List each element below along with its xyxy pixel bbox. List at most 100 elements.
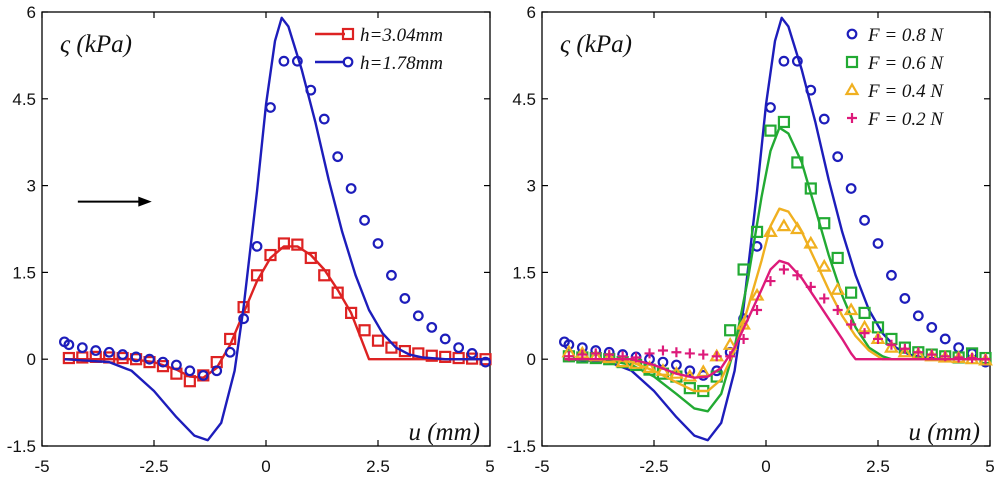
left-y-tick-label: -1.5	[7, 437, 36, 456]
right-data-point	[899, 343, 910, 354]
left-data-point	[76, 342, 88, 354]
right-data-point	[830, 282, 846, 295]
left-data-point	[332, 151, 344, 163]
right-y-tick-label: 3	[527, 177, 536, 196]
right-data-point	[725, 351, 736, 362]
right-data-point	[846, 319, 857, 330]
left-data-point	[224, 346, 236, 358]
right-data-point	[926, 321, 938, 333]
right-data-point	[778, 55, 790, 67]
arrow-annotation-head	[138, 196, 152, 207]
right-legend: F = 0.8 N F = 0.6 N F = 0.4 N F = 0.2 N	[844, 25, 944, 130]
right-x-tick-label: 0	[761, 457, 770, 476]
left-data-point	[183, 375, 196, 388]
right-data-point	[750, 225, 764, 238]
right-y-tick-label: -1.5	[507, 437, 536, 456]
left-data-point	[264, 248, 277, 262]
left-data-point	[238, 313, 250, 325]
right-data-point	[940, 351, 951, 362]
right-data-point	[953, 352, 964, 363]
left-legend-label: h=3.04mm	[360, 25, 443, 46]
left-data-point	[116, 351, 129, 365]
right-data-point	[777, 115, 791, 129]
right-data-point	[886, 339, 897, 350]
left-data-point	[304, 251, 317, 265]
right-y-tick-label: 1.5	[512, 263, 536, 282]
right-data-point	[698, 349, 709, 360]
right-data-point	[831, 251, 844, 265]
left-data-point	[345, 306, 358, 320]
right-model-curve	[564, 207, 990, 393]
left-data-point	[480, 356, 491, 368]
left-model-curve	[64, 16, 490, 442]
right-data-point	[858, 306, 871, 320]
right-data-point	[615, 354, 631, 368]
right-data-point	[859, 328, 870, 339]
right-data-point	[738, 333, 749, 344]
right-data-point	[845, 183, 857, 194]
left-y-tick-label: 6	[27, 3, 36, 22]
left-data-point	[466, 348, 478, 359]
left-x-tick-label: -5	[34, 457, 49, 476]
right-x-tick-label: -2.5	[639, 457, 668, 476]
left-plot-panel: -5 -2.5 0 2.5 5 -1.5 0 1.5 3 4.5 6 ς (kPa) u (mm) h=3…	[7, 3, 495, 476]
right-model-curve	[564, 259, 990, 379]
right-data-point	[872, 238, 884, 249]
right-data-point	[791, 156, 804, 169]
right-data-point	[642, 360, 657, 373]
left-data-point	[277, 237, 291, 250]
right-data-point	[859, 214, 870, 226]
left-data-point	[144, 353, 155, 365]
right-data-point	[818, 217, 831, 230]
left-data-point	[398, 344, 411, 358]
left-data-point	[453, 342, 465, 354]
right-data-point	[884, 339, 899, 353]
left-data-point	[399, 293, 411, 304]
left-data-point	[412, 310, 424, 322]
right-data-point	[845, 286, 858, 299]
left-x-tick-label: 5	[485, 457, 494, 476]
right-y-tick-label: 6	[527, 3, 536, 22]
left-legend-label: h=1.78mm	[360, 53, 443, 74]
left-data-point	[439, 333, 451, 345]
right-plot-frame	[541, 11, 991, 447]
left-y-tick-label: 0	[27, 350, 36, 369]
right-data-point	[683, 382, 696, 395]
right-y-tick-label: 0	[527, 350, 536, 369]
right-legend-label: F = 0.6 N	[867, 53, 944, 74]
right-data-point	[816, 258, 832, 272]
right-data-point	[805, 84, 817, 96]
right-data-point	[832, 151, 844, 163]
left-data-point	[318, 269, 331, 282]
left-data-point	[425, 349, 438, 362]
left-data-point	[170, 359, 182, 371]
right-data-point	[601, 350, 617, 364]
right-data-point	[657, 345, 668, 356]
right-data-point	[776, 218, 792, 232]
right-data-point	[563, 351, 574, 362]
left-data-point	[371, 334, 385, 347]
right-data-point	[684, 348, 695, 359]
left-x-tick-label: -2.5	[139, 457, 168, 476]
right-x-tick-label: 2.5	[866, 457, 890, 476]
left-data-point	[143, 355, 156, 369]
left-data-point	[156, 360, 170, 373]
left-y-axis-title: ς (kPa)	[60, 31, 132, 58]
right-data-point	[577, 349, 588, 360]
right-data-point	[873, 333, 883, 344]
left-data-point	[412, 347, 425, 360]
left-y-tick-label: 1.5	[12, 263, 36, 282]
left-x-axis-title: u (mm)	[408, 419, 480, 446]
left-x-tick-label: 2.5	[366, 457, 390, 476]
right-data-point	[617, 351, 628, 362]
right-data-point	[897, 344, 913, 358]
left-data-point	[331, 286, 344, 299]
left-data-point	[439, 350, 452, 363]
left-data-point	[278, 55, 290, 67]
left-data-point	[372, 238, 384, 249]
right-data-point	[737, 263, 750, 276]
right-data-point	[604, 349, 615, 360]
left-data-point	[358, 324, 371, 337]
right-data-point	[791, 55, 803, 67]
